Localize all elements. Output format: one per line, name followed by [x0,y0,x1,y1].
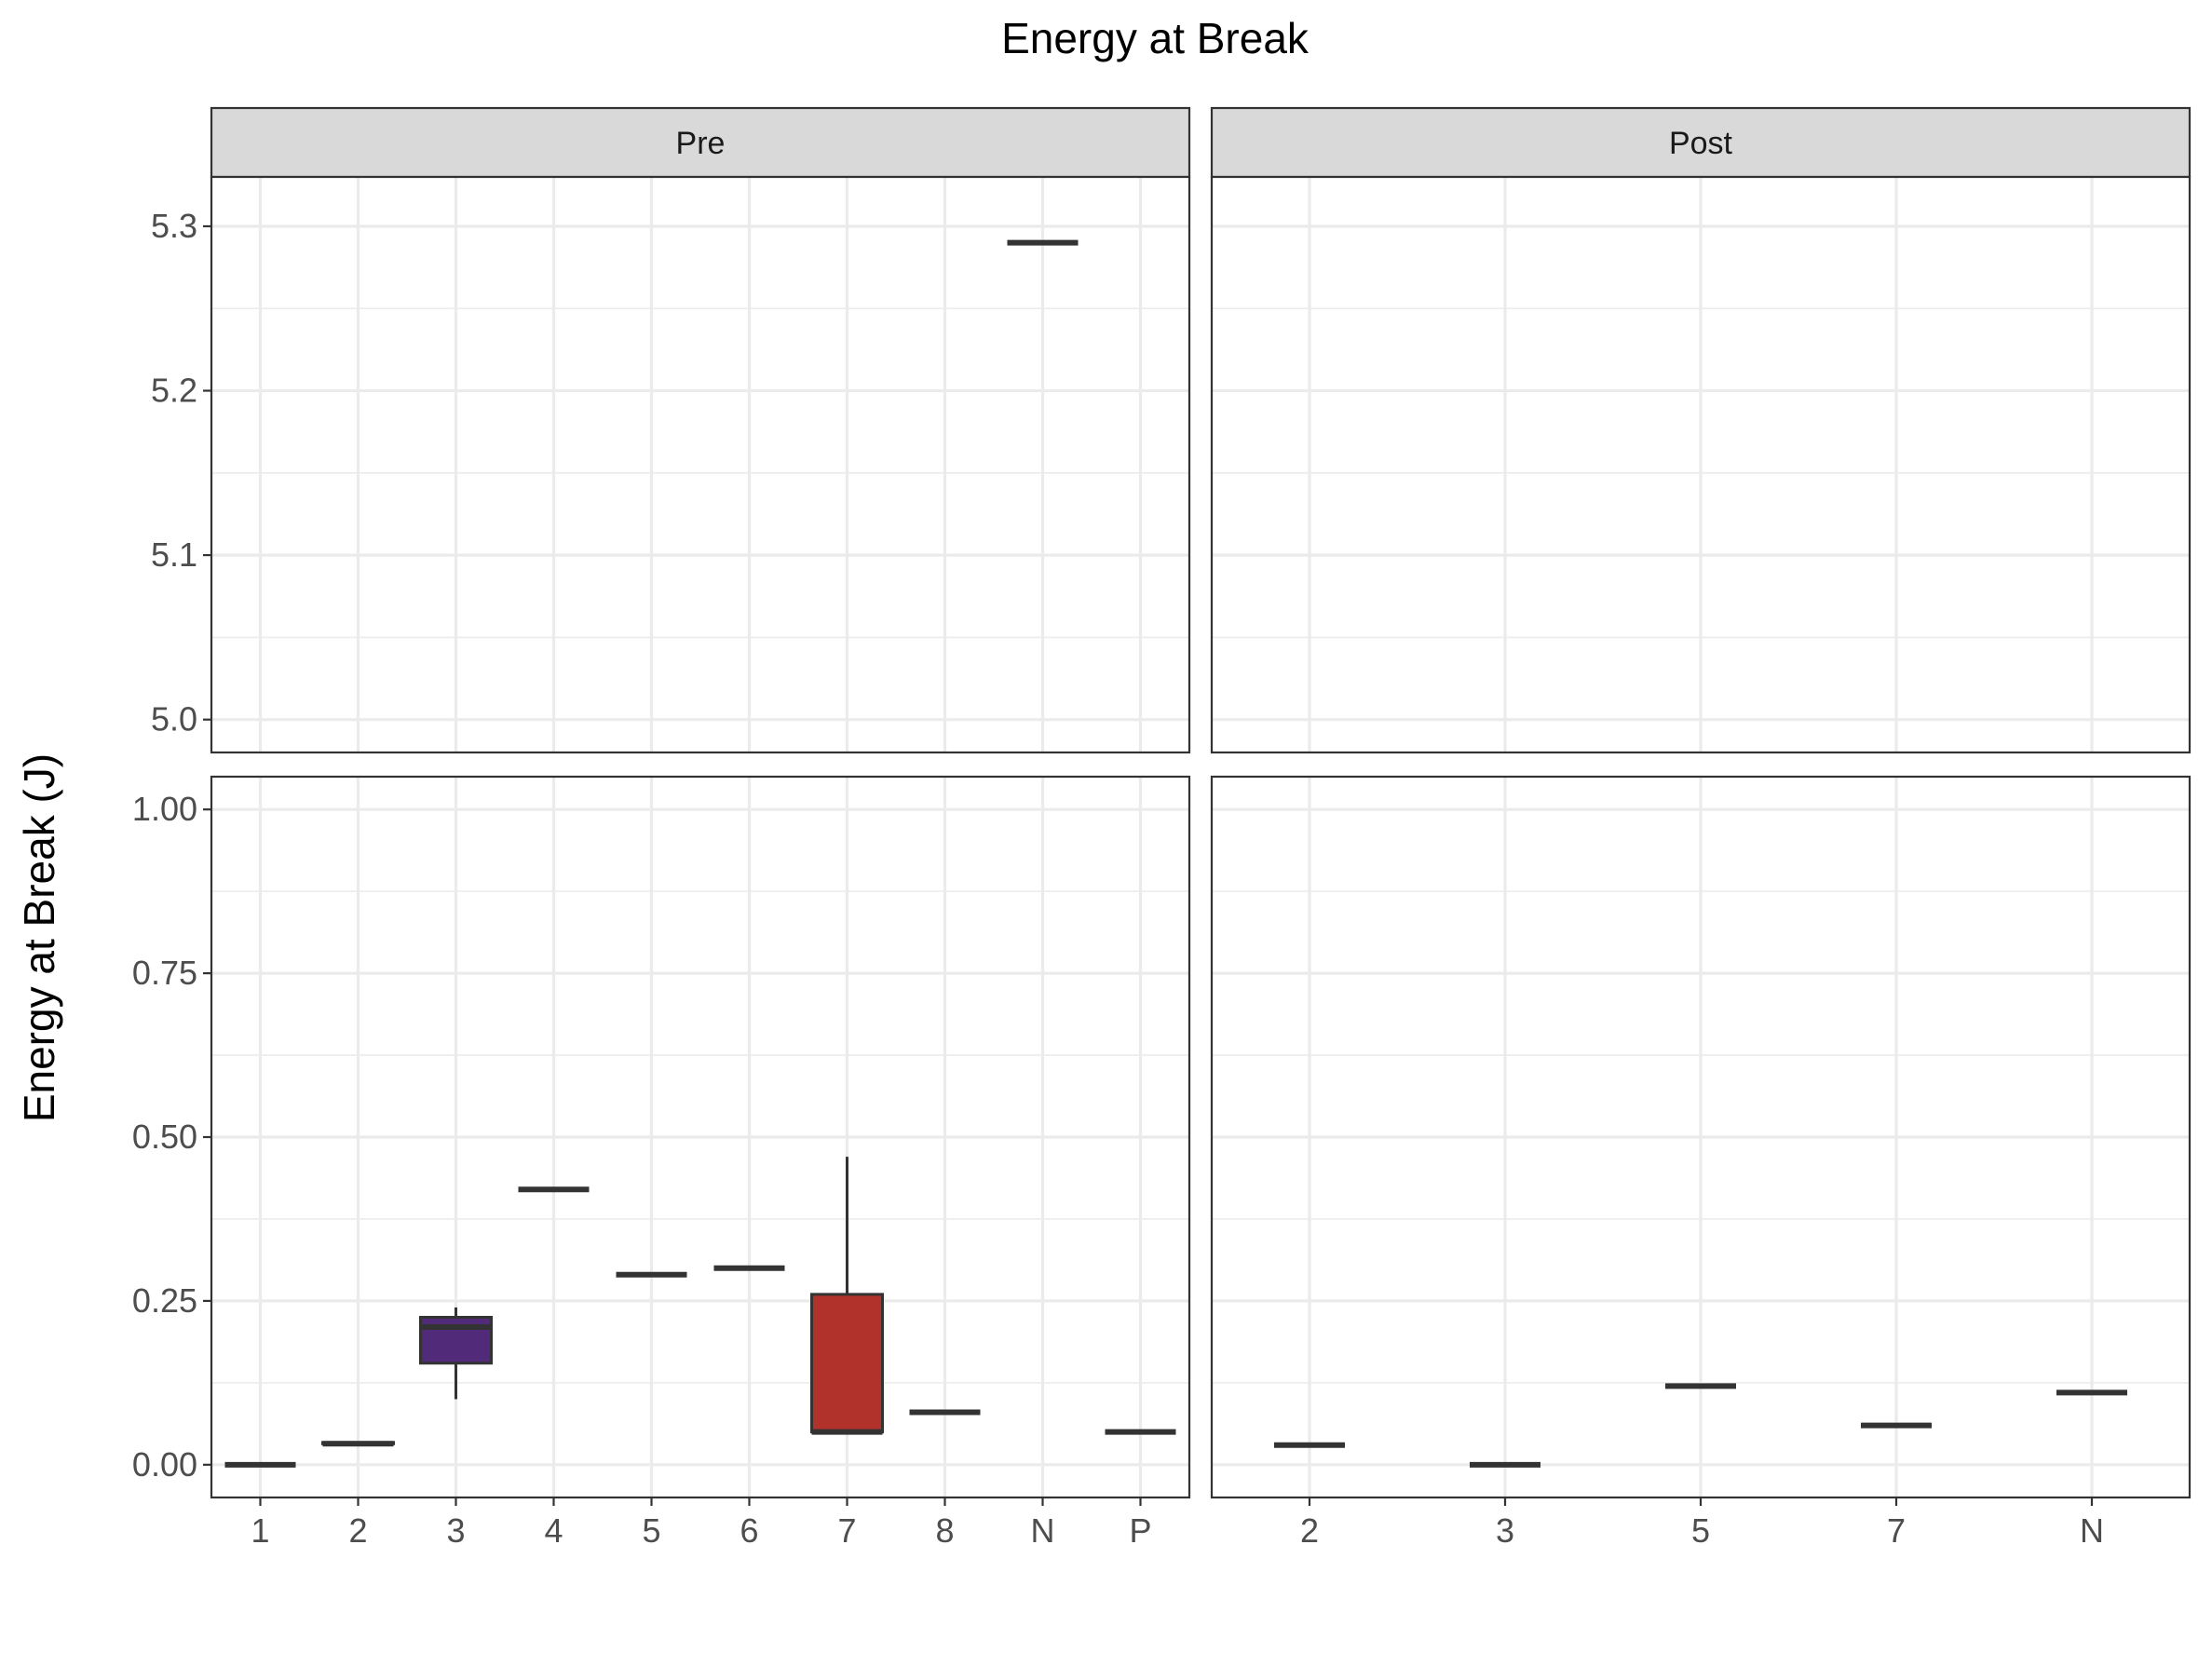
x-tick-label: 3 [1496,1511,1514,1550]
y-tick-label: 0.75 [132,954,197,992]
x-tick-label: N [1031,1511,1055,1550]
y-tick-label: 1.00 [132,790,197,828]
x-tick-label: 5 [642,1511,660,1550]
y-tick-label: 5.1 [151,535,197,574]
box-iqr [419,1316,493,1365]
panel-pre-upper: 5.0 5.1 5.2 5.3 [151,175,1191,754]
facet-strip [1210,106,2192,179]
x-tick-label: 2 [348,1511,367,1550]
panel-background [211,177,1189,752]
panel-border [1210,175,2192,754]
box-pre-3 [419,1307,493,1400]
x-tick-label: 3 [446,1511,465,1550]
y-tick-label: 5.0 [151,700,197,738]
x-tick-label: 8 [935,1511,954,1550]
box-iqr [810,1293,884,1434]
facet-label: Post [1669,126,1733,161]
x-tick-label: 7 [1887,1511,1906,1550]
y-tick-label: 0.50 [132,1118,197,1156]
y-tick-label: 0.00 [132,1445,197,1484]
facet-strip [210,106,1191,179]
chart-title: Energy at Break [1001,14,1310,62]
x-tick-label: 7 [837,1511,856,1550]
y-axis-label: Energy at Break (J) [15,753,63,1122]
facet-label: Pre [676,126,726,161]
panel-border [210,175,1191,754]
x-tick-label: 2 [1300,1511,1319,1550]
facet-panels: Pre 5.0 5.1 5.2 5.3 0.00 0.25 0.50 0.75 1.00 1 2 3 4 5… [132,106,2192,1550]
panel-pre-lower: 0.00 0.25 0.50 0.75 1.00 [132,775,1191,1499]
panel-post-lower [1210,775,2192,1499]
y-tick-label: 5.3 [151,207,197,245]
x-tick-label: P [1129,1511,1151,1550]
x-tick-label: 6 [740,1511,758,1550]
facet-post: Post 2 3 5 7 N [1210,106,2192,1550]
x-tick-label: 5 [1691,1511,1710,1550]
box-pre-7 [810,1157,884,1435]
x-tick-label: 4 [544,1511,563,1550]
panel-post-upper [1210,175,2192,754]
x-tick-label: N [2080,1511,2104,1550]
y-tick-label: 0.25 [132,1281,197,1320]
y-tick-label: 5.2 [151,372,197,410]
x-tick-label: 1 [251,1511,269,1550]
facet-pre: Pre 5.0 5.1 5.2 5.3 0.00 0.25 0.50 0.75 1.00 1 2 3 4 5… [132,106,1191,1550]
